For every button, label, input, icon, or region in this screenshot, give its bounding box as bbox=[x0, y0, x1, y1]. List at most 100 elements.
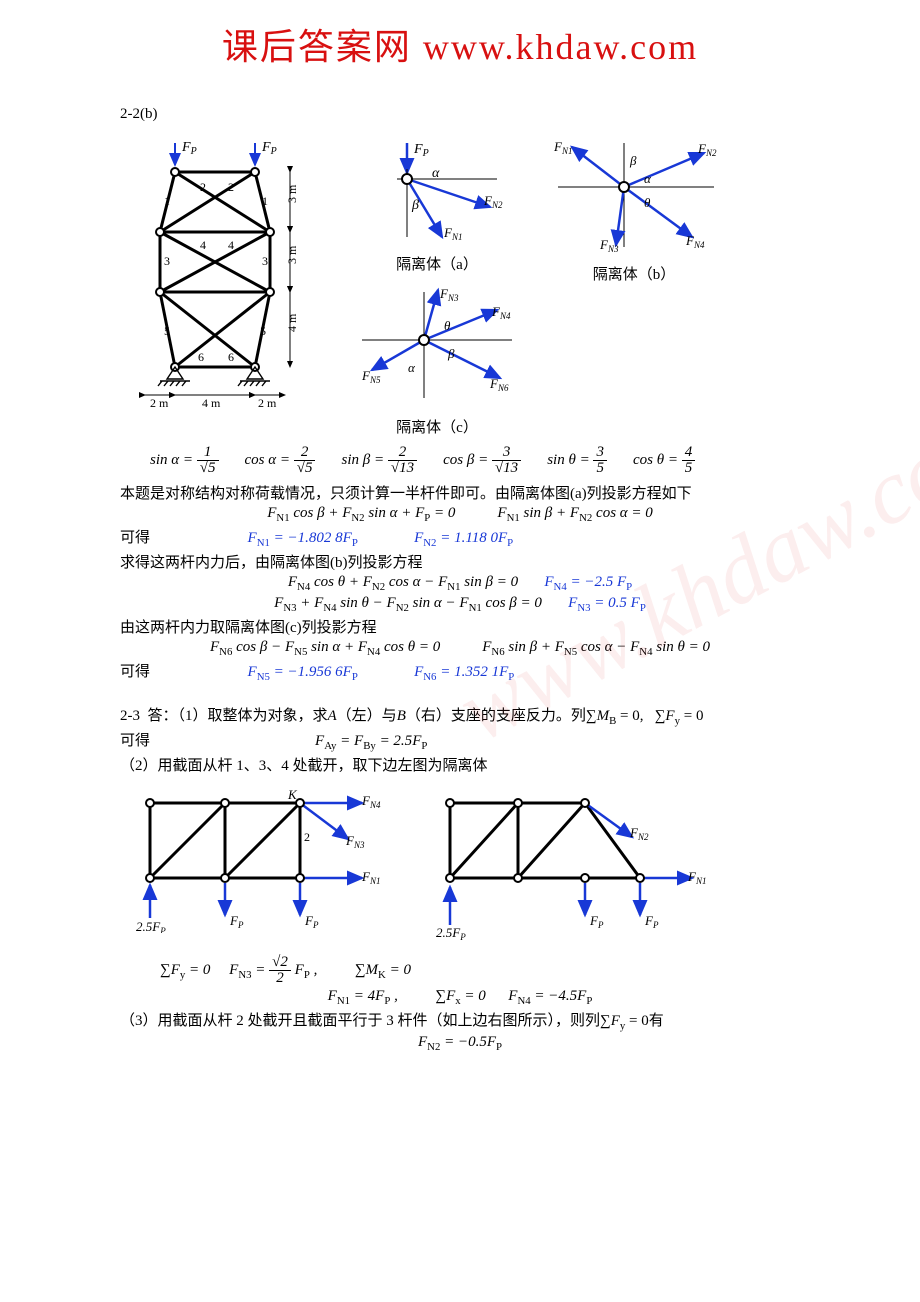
svg-text:α: α bbox=[432, 166, 440, 181]
svg-text:FN1: FN1 bbox=[361, 869, 380, 886]
svg-text:FN1: FN1 bbox=[687, 869, 706, 886]
fbd-column-1: FP α β FN2 FN1 隔离体（a） FN3 bbox=[352, 137, 522, 439]
eq-c1: FN6 cos β − FN5 sin α + FN4 cos θ = 0 bbox=[210, 639, 440, 658]
sinb-num: 2 bbox=[388, 445, 417, 460]
ans-a2: FN2 = 1.118 0FP bbox=[414, 530, 513, 546]
svg-text:FP: FP bbox=[304, 913, 319, 930]
svg-text:4 m: 4 m bbox=[202, 396, 221, 407]
got-label-2: 可得 bbox=[120, 664, 150, 680]
sint-den: 5 bbox=[593, 460, 607, 476]
cost-den: 5 bbox=[682, 460, 696, 476]
svg-text:FP: FP bbox=[644, 913, 659, 930]
eq-c2: FN6 sin β + FN5 cos α − FN4 sin θ = 0 bbox=[482, 639, 710, 658]
fbd-b-caption: 隔离体（b） bbox=[593, 263, 676, 284]
eq-23-row2: FN1 = 4FP , ∑Fx = 0 FN4 = −4.5FP bbox=[120, 988, 800, 1007]
sina-den: √5 bbox=[197, 460, 219, 476]
eq-b1-row: FN4 cos θ + FN2 cos α − FN1 sin β = 0 FN… bbox=[120, 574, 800, 593]
eq-a1: FN1 cos β + FN2 sin α + FP = 0 bbox=[267, 505, 455, 524]
svg-text:β: β bbox=[411, 198, 419, 213]
eq-b2-row: FN3 + FN4 sin θ − FN2 sin α − FN1 cos β … bbox=[120, 595, 800, 614]
svg-text:FN2: FN2 bbox=[483, 193, 503, 210]
svg-text:4 m: 4 m bbox=[285, 313, 299, 332]
svg-text:3 m: 3 m bbox=[285, 245, 299, 264]
svg-text:θ: θ bbox=[444, 318, 451, 333]
ans-b2: FN3 = 0.5 FP bbox=[568, 595, 646, 611]
para-2: 求得这两杆内力后，由隔离体图(b)列投影方程 bbox=[120, 551, 800, 572]
svg-text:2: 2 bbox=[304, 830, 310, 844]
svg-text:FP: FP bbox=[413, 142, 429, 159]
eq-23a: FAy = FBy = 2.5FP bbox=[315, 733, 427, 749]
ans-a1: FN1 = −1.802 8FP bbox=[248, 530, 358, 546]
svg-text:1: 1 bbox=[164, 194, 170, 208]
page: 课后答案网 www.khdaw.com 2-2(b) FP FP bbox=[0, 0, 920, 1095]
svg-text:2 m: 2 m bbox=[150, 396, 169, 407]
truss-diagram: FP FP bbox=[120, 137, 330, 407]
section-2-3: 2-3 答：（1）取整体为对象，求A（左）与B（右）支座的支座反力。列∑MB =… bbox=[120, 704, 800, 727]
svg-text:3 m: 3 m bbox=[285, 184, 299, 203]
eq-23d: FN2 = −0.5FP bbox=[120, 1034, 800, 1053]
page-header: 课后答案网 www.khdaw.com bbox=[120, 18, 800, 70]
truss-section-right: FN2 FN1 2.5FP FP FP bbox=[430, 783, 710, 943]
truss-section-left: K 2 FN4 FN3 FN1 2.5FP FP FP bbox=[130, 783, 390, 933]
svg-text:FN1: FN1 bbox=[443, 225, 462, 242]
para-3: 由这两杆内力取隔离体图(c)列投影方程 bbox=[120, 616, 800, 637]
svg-text:β: β bbox=[629, 153, 637, 168]
svg-text:2 m: 2 m bbox=[258, 396, 277, 407]
ans-c1: FN5 = −1.956 6FP bbox=[248, 664, 358, 680]
eq-b1: FN4 cos θ + FN2 cos α − FN1 sin β = 0 bbox=[288, 574, 518, 590]
svg-text:2.5FP: 2.5FP bbox=[136, 919, 166, 933]
eq-23-row1: ∑Fy = 0 FN3 = √22 FP , ∑MK = 0 bbox=[160, 955, 800, 986]
svg-text:α: α bbox=[408, 360, 416, 375]
got-label-1: 可得 bbox=[120, 530, 150, 546]
got-1: 可得 FN1 = −1.802 8FP FN2 = 1.118 0FP bbox=[120, 526, 800, 549]
fbd-c-diagram: FN3 FN4 FN5 FN6 θ β α bbox=[352, 280, 522, 410]
svg-text:FP: FP bbox=[261, 140, 277, 157]
svg-text:α: α bbox=[644, 171, 652, 186]
para-23c: （3）用截面从杆 2 处截开且截面平行于 3 杆件（如上边右图所示），则列∑Fy… bbox=[120, 1009, 800, 1032]
fn3-num: √2 bbox=[269, 955, 291, 970]
ans-b1: FN4 = −2.5 FP bbox=[544, 574, 632, 590]
svg-text:3: 3 bbox=[164, 254, 170, 268]
svg-text:FP: FP bbox=[589, 913, 604, 930]
cosb-num: 3 bbox=[492, 445, 521, 460]
eq-group-c: FN6 cos β − FN5 sin α + FN4 cos θ = 0 FN… bbox=[120, 639, 800, 658]
figure-row-2: K 2 FN4 FN3 FN1 2.5FP FP FP bbox=[130, 783, 800, 943]
eq-b2: FN3 + FN4 sin θ − FN2 sin α − FN1 cos β … bbox=[274, 595, 542, 611]
svg-text:4: 4 bbox=[228, 238, 234, 252]
got-3: 可得 FAy = FBy = 2.5FP bbox=[120, 729, 800, 752]
cosa-den: √5 bbox=[294, 460, 316, 476]
svg-text:θ: θ bbox=[644, 195, 651, 210]
svg-text:2: 2 bbox=[228, 180, 234, 194]
fbd-b-diagram: FN1 FN2 FN3 FN4 β α θ bbox=[544, 137, 724, 257]
svg-text:3: 3 bbox=[262, 254, 268, 268]
para-23b: （2）用截面从杆 1、3、4 处截开，取下边左图为隔离体 bbox=[120, 754, 800, 775]
eq-a2: FN1 sin β + FN2 cos α = 0 bbox=[497, 505, 652, 524]
fbd-column-2: FN1 FN2 FN3 FN4 β α θ 隔离体（b） bbox=[544, 137, 724, 286]
ans-c2: FN6 = 1.352 1FP bbox=[414, 664, 514, 680]
fbd-a-caption: 隔离体（a） bbox=[396, 253, 478, 274]
trig-values-row: sin α = 1√5 cos α = 2√5 sin β = 2√13 cos… bbox=[150, 445, 800, 476]
cosb-den: √13 bbox=[492, 460, 521, 476]
svg-text:FN4: FN4 bbox=[685, 233, 705, 250]
fn3-den: 2 bbox=[269, 970, 291, 986]
svg-text:4: 4 bbox=[200, 238, 206, 252]
svg-text:6: 6 bbox=[228, 350, 234, 364]
svg-text:5: 5 bbox=[260, 324, 266, 338]
svg-text:5: 5 bbox=[164, 324, 170, 338]
sint-num: 3 bbox=[593, 445, 607, 460]
svg-text:FN1: FN1 bbox=[553, 139, 572, 156]
svg-text:FN4: FN4 bbox=[361, 793, 381, 810]
svg-text:FN3: FN3 bbox=[439, 286, 459, 303]
got-label-3: 可得 bbox=[120, 733, 150, 749]
fbd-a-diagram: FP α β FN2 FN1 bbox=[362, 137, 512, 247]
svg-text:FP: FP bbox=[181, 140, 197, 157]
section-label-2-2b: 2-2(b) bbox=[120, 106, 800, 123]
svg-text:FP: FP bbox=[229, 913, 244, 930]
eq-group-a: FN1 cos β + FN2 sin α + FP = 0 FN1 sin β… bbox=[120, 505, 800, 524]
svg-text:FN2: FN2 bbox=[697, 141, 717, 158]
fbd-c-caption: 隔离体（c） bbox=[396, 416, 478, 437]
svg-text:β: β bbox=[447, 346, 455, 361]
svg-text:2.5FP: 2.5FP bbox=[436, 925, 466, 942]
svg-text:1: 1 bbox=[262, 194, 268, 208]
svg-text:2: 2 bbox=[200, 180, 206, 194]
